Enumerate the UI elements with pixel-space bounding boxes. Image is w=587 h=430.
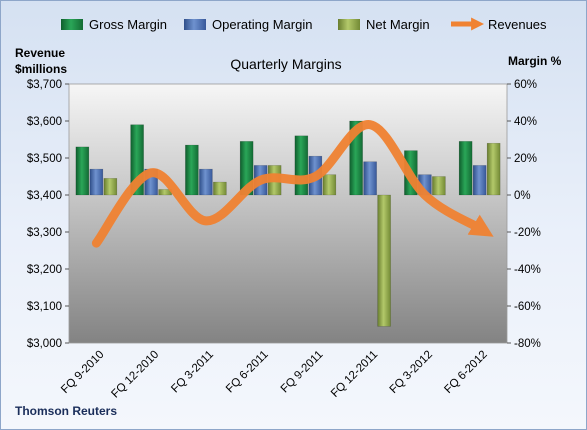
right-axis: -80% -60% -40% -20% 0% 20% 40% 60% bbox=[507, 79, 541, 350]
plot-area bbox=[68, 83, 508, 344]
left-tick-label: $3,300 bbox=[27, 227, 62, 239]
right-tick-label: -80% bbox=[514, 338, 541, 350]
x-tick-label: FQ 9-2010 bbox=[59, 349, 106, 396]
right-axis-title: Margin % bbox=[508, 54, 562, 68]
chart-title: Quarterly Margins bbox=[230, 56, 341, 72]
legend-item-revenues: Revenues bbox=[451, 17, 547, 32]
legend-swatch-operating-margin bbox=[184, 19, 206, 30]
x-tick-label: FQ 6-2012 bbox=[442, 349, 489, 396]
bar-gross-margin-fq-9-2011 bbox=[294, 135, 309, 196]
left-axis-title-line2: $millions bbox=[15, 62, 67, 76]
left-tick-label: $3,600 bbox=[27, 116, 62, 128]
bar-net-margin-fq-9-2011 bbox=[322, 174, 337, 196]
left-tick-label: $3,000 bbox=[27, 338, 62, 350]
bar-gross-margin-fq-6-2012 bbox=[458, 141, 473, 196]
left-tick-label: $3,500 bbox=[27, 153, 62, 165]
left-axis: $3,000 $3,100 $3,200 $3,300 $3,400 $3,500 $3,6… bbox=[27, 79, 69, 350]
x-tick-label: FQ 12-2011 bbox=[329, 349, 380, 400]
bar-net-margin-fq-12-2011 bbox=[377, 194, 391, 327]
legend-item-gross-margin: Gross Margin bbox=[61, 17, 167, 32]
legend-swatch-net-margin bbox=[338, 19, 360, 30]
bar-gross-margin-fq-9-2010 bbox=[75, 146, 90, 196]
right-tick-label: -40% bbox=[514, 264, 541, 276]
bars bbox=[75, 120, 501, 327]
bar-net-margin-fq-6-2012 bbox=[486, 142, 501, 196]
legend-label-revenues: Revenues bbox=[488, 17, 547, 32]
legend-label-net-margin: Net Margin bbox=[366, 17, 430, 32]
revenue-line bbox=[91, 120, 494, 248]
right-tick-label: -60% bbox=[514, 301, 541, 313]
bar-operating-margin-fq-12-2011 bbox=[363, 161, 377, 196]
right-tick-label: 60% bbox=[514, 79, 537, 91]
legend-item-net-margin: Net Margin bbox=[338, 17, 430, 32]
x-tick-label: FQ 6-2011 bbox=[224, 349, 271, 396]
bar-operating-margin-fq-3-2011 bbox=[199, 168, 213, 196]
right-tick-label: 40% bbox=[514, 116, 537, 128]
left-axis-title-line1: Revenue bbox=[15, 46, 65, 60]
bar-net-margin-fq-9-2010 bbox=[103, 178, 118, 196]
legend-swatch-gross-margin bbox=[61, 19, 83, 30]
bar-gross-margin-fq-3-2011 bbox=[185, 144, 199, 196]
right-tick-label: -20% bbox=[514, 227, 541, 239]
x-tick-label: FQ 12-2010 bbox=[109, 349, 161, 401]
left-tick-label: $3,700 bbox=[27, 79, 62, 91]
x-axis: FQ 9-2010 FQ 12-2010 FQ 3-2011 FQ 6-2011 FQ … bbox=[59, 349, 490, 401]
left-tick-label: $3,400 bbox=[27, 190, 62, 202]
bar-operating-margin-fq-9-2010 bbox=[89, 168, 104, 196]
revenue-line-layer bbox=[91, 120, 494, 248]
x-tick-label: FQ 9-2011 bbox=[279, 349, 326, 396]
bar-operating-margin-fq-6-2012 bbox=[472, 165, 487, 196]
legend-label-operating-margin: Operating Margin bbox=[212, 17, 312, 32]
legend: Gross Margin Operating Margin Net Margin… bbox=[61, 17, 547, 32]
source-credit: Thomson Reuters bbox=[15, 404, 117, 418]
left-tick-label: $3,100 bbox=[27, 301, 62, 313]
legend-label-gross-margin: Gross Margin bbox=[89, 17, 167, 32]
right-tick-label: 0% bbox=[514, 190, 531, 202]
legend-item-operating-margin: Operating Margin bbox=[184, 17, 312, 32]
left-tick-label: $3,200 bbox=[27, 264, 62, 276]
right-tick-label: 20% bbox=[514, 153, 537, 165]
x-tick-label: FQ 3-2011 bbox=[169, 349, 216, 396]
bar-net-margin-fq-3-2011 bbox=[213, 181, 227, 196]
x-tick-label: FQ 3-2012 bbox=[388, 349, 435, 396]
bar-net-margin-fq-3-2012 bbox=[432, 176, 446, 196]
